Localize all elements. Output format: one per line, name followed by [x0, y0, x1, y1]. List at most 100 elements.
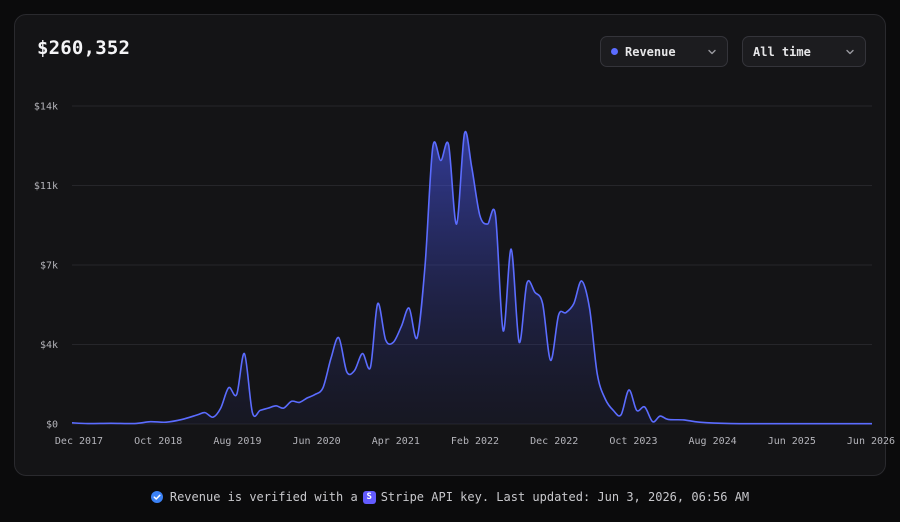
- data-point[interactable]: [359, 351, 365, 357]
- metric-dropdown[interactable]: Revenue: [600, 36, 728, 67]
- data-point[interactable]: [226, 385, 232, 391]
- data-point[interactable]: [532, 289, 538, 295]
- data-point[interactable]: [430, 144, 436, 150]
- data-point[interactable]: [610, 407, 616, 413]
- data-point[interactable]: [85, 421, 91, 427]
- data-point[interactable]: [438, 158, 444, 164]
- data-point[interactable]: [540, 301, 546, 307]
- x-tick-label: Apr 2021: [372, 436, 420, 447]
- x-tick-label: Feb 2022: [451, 436, 499, 447]
- total-revenue: $260,352: [37, 37, 131, 59]
- data-point[interactable]: [367, 364, 373, 370]
- data-point[interactable]: [328, 355, 334, 361]
- time-range-dropdown-label: All time: [753, 44, 811, 59]
- data-point[interactable]: [657, 413, 663, 419]
- data-point[interactable]: [869, 421, 875, 427]
- data-point[interactable]: [289, 398, 295, 404]
- data-point[interactable]: [398, 323, 404, 329]
- x-tick-label: Aug 2019: [213, 436, 261, 447]
- revenue-area-chart: $0 $4k $7k $11k $14k Dec 2017 Oct 2018 Aug 201…: [34, 102, 895, 448]
- y-tick-label: $11k: [34, 181, 58, 192]
- revenue-series-line: [71, 130, 873, 425]
- data-point[interactable]: [179, 416, 185, 422]
- data-point[interactable]: [454, 221, 460, 227]
- data-point[interactable]: [556, 312, 562, 318]
- data-point[interactable]: [728, 421, 734, 427]
- metric-dropdown-label: Revenue: [625, 44, 676, 59]
- data-point[interactable]: [414, 335, 420, 341]
- data-point[interactable]: [650, 419, 656, 425]
- data-point[interactable]: [594, 371, 600, 377]
- data-point[interactable]: [587, 305, 593, 311]
- y-tick-label: $4k: [40, 340, 58, 351]
- data-point[interactable]: [69, 420, 75, 426]
- data-point[interactable]: [375, 301, 381, 307]
- time-range-dropdown[interactable]: All time: [742, 36, 866, 67]
- data-point[interactable]: [681, 417, 687, 423]
- data-point[interactable]: [524, 280, 530, 286]
- data-point[interactable]: [234, 391, 240, 397]
- data-point[interactable]: [163, 419, 169, 425]
- data-point[interactable]: [548, 357, 554, 363]
- data-point[interactable]: [665, 416, 671, 422]
- data-point[interactable]: [210, 414, 216, 420]
- data-point[interactable]: [492, 212, 498, 218]
- data-point[interactable]: [446, 142, 452, 148]
- data-point[interactable]: [304, 395, 310, 401]
- data-point[interactable]: [571, 301, 577, 307]
- data-point[interactable]: [618, 412, 624, 418]
- data-point[interactable]: [500, 328, 506, 334]
- data-point[interactable]: [390, 339, 396, 345]
- stripe-logo-icon: S: [362, 490, 376, 504]
- data-point[interactable]: [320, 385, 326, 391]
- data-point[interactable]: [312, 391, 318, 397]
- data-point[interactable]: [634, 407, 640, 413]
- data-point[interactable]: [383, 337, 389, 343]
- data-point[interactable]: [202, 410, 208, 416]
- x-tick-label: Jun 2025: [768, 436, 816, 447]
- data-point[interactable]: [626, 387, 632, 393]
- data-point[interactable]: [508, 246, 514, 252]
- data-point[interactable]: [296, 399, 302, 405]
- data-point[interactable]: [563, 310, 569, 316]
- revenue-area-fill: [72, 131, 872, 425]
- data-point[interactable]: [602, 396, 608, 402]
- data-point[interactable]: [241, 351, 247, 357]
- data-point[interactable]: [477, 212, 483, 218]
- data-point[interactable]: [132, 421, 138, 427]
- data-point[interactable]: [775, 421, 781, 427]
- data-point[interactable]: [265, 405, 271, 411]
- data-point[interactable]: [579, 278, 585, 284]
- verification-note: Revenue is verified with a S Stripe API …: [0, 490, 900, 504]
- data-point[interactable]: [516, 339, 522, 345]
- data-point[interactable]: [257, 407, 263, 413]
- data-point[interactable]: [194, 412, 200, 418]
- data-point[interactable]: [351, 368, 357, 374]
- verification-text-prefix: Revenue is verified with a: [169, 490, 358, 504]
- data-point[interactable]: [249, 410, 255, 416]
- data-point[interactable]: [422, 262, 428, 268]
- data-point[interactable]: [218, 405, 224, 411]
- x-tick-label: Jun 2026: [847, 436, 895, 447]
- data-point[interactable]: [484, 221, 490, 227]
- data-point[interactable]: [462, 130, 468, 136]
- series-color-dot: [611, 48, 618, 55]
- data-point[interactable]: [281, 405, 287, 411]
- y-tick-label: $14k: [34, 102, 58, 113]
- data-point[interactable]: [273, 403, 279, 409]
- y-tick-label: $0: [46, 420, 58, 431]
- chevron-down-icon: [846, 49, 854, 54]
- data-point[interactable]: [336, 335, 342, 341]
- data-point[interactable]: [406, 305, 412, 311]
- data-point[interactable]: [469, 164, 475, 170]
- x-tick-label: Aug 2024: [689, 436, 737, 447]
- data-point[interactable]: [147, 419, 153, 425]
- y-tick-label: $7k: [40, 261, 58, 272]
- data-point[interactable]: [697, 419, 703, 425]
- x-tick-label: Oct 2023: [609, 436, 657, 447]
- data-point[interactable]: [642, 404, 648, 410]
- data-point[interactable]: [344, 369, 350, 375]
- data-point[interactable]: [108, 420, 114, 426]
- x-tick-label: Jun 2020: [293, 436, 341, 447]
- verified-check-icon: [150, 491, 163, 503]
